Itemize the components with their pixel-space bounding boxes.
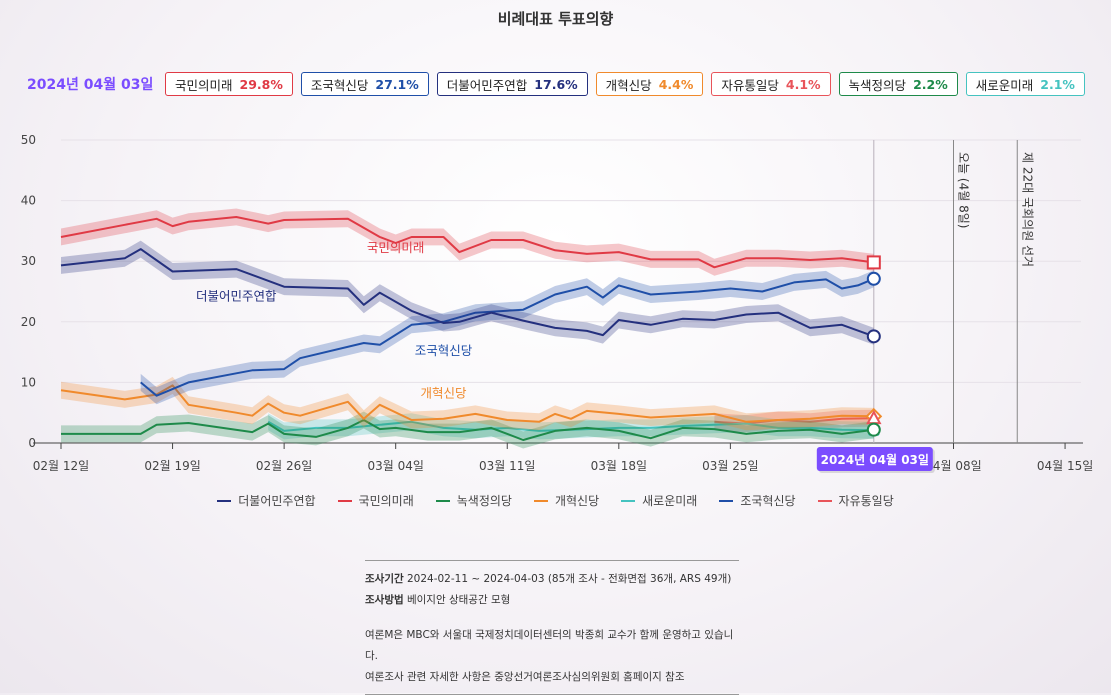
party-badge-name: 개혁신당: [605, 77, 652, 93]
end-point: [866, 271, 881, 286]
series-line: [60, 248, 875, 338]
party-badge-value: 17.6%: [534, 76, 578, 92]
series-band: [140, 270, 874, 405]
series-line: [140, 277, 875, 397]
legend-swatch: [217, 499, 232, 502]
current-date-label: 2024년 04월 03일: [27, 77, 154, 93]
event-marker-label: 오늘 (4월 8일): [957, 152, 971, 228]
legend-item[interactable]: 더불어민주연합: [217, 492, 316, 509]
legend-label: 개혁신당: [554, 494, 600, 508]
event-marker-label: 제 22대 국회의원 선거: [1020, 152, 1034, 267]
end-point: [866, 422, 881, 437]
x-tick-label: 03월 18일: [591, 459, 647, 473]
party-badge-value: 2.1%: [1040, 76, 1075, 92]
legend-item[interactable]: 녹색정의당: [435, 492, 512, 509]
party-badge: 개혁신당 4.4%: [595, 72, 704, 96]
party-badge-value: 4.4%: [658, 76, 694, 92]
party-badge-value: 4.1%: [785, 76, 821, 92]
party-badge-value: 27.1%: [375, 76, 419, 92]
y-tick-label: 20: [21, 315, 36, 329]
series-label: 더불어민주연합: [196, 289, 277, 304]
series-label: 조국혁신당: [415, 343, 473, 358]
series-line: [60, 384, 874, 423]
x-tick-label: 02월 12일: [33, 459, 89, 473]
legend-swatch: [817, 499, 832, 502]
x-tick-label: 03월 25일: [702, 459, 758, 473]
x-tick-label: 03월 04일: [367, 459, 423, 473]
series-label: 개혁신당: [420, 386, 467, 401]
party-badge-value: 2.2%: [913, 76, 948, 92]
y-tick-label: 40: [21, 194, 36, 208]
x-tick-label: 04월 15일: [1037, 459, 1093, 473]
series-band: [61, 411, 874, 449]
legend-label: 국민의미래: [358, 494, 414, 508]
chart-legend: 더불어민주연합 국민의미래 녹색정의당 개혁신당 새로운미래 조국혁신당 자유통일당: [0, 492, 1111, 509]
party-badge-name: 새로운미래: [975, 77, 1034, 93]
survey-notes: 조사기간 2024-02-11 ~ 2024-04-03 (85개 조사 - 전…: [365, 560, 739, 695]
series-line: [61, 419, 874, 441]
legend-label: 녹색정의당: [456, 494, 512, 508]
series-line: [60, 216, 874, 269]
period-label: 조사기간: [365, 573, 404, 585]
x-tick-label: 02월 19일: [144, 459, 200, 473]
party-badge-name: 자유통일당: [721, 77, 779, 93]
legend-label: 새로운미래: [642, 494, 698, 508]
legend-swatch: [533, 499, 548, 502]
party-badge: 국민의미래 29.8%: [165, 72, 293, 96]
y-tick-label: 0: [28, 436, 36, 450]
party-badge-name: 국민의미래: [175, 77, 233, 93]
end-point: [866, 329, 881, 344]
divider: [365, 560, 739, 561]
party-badge-name: 더불어민주연합: [446, 77, 528, 93]
note-line-2: 여론조사 관련 자세한 사항은 중앙선거여론조사심의위원회 홈페이지 참조: [365, 671, 685, 683]
y-tick-label: 50: [21, 133, 36, 147]
chart-title: 비례대표 투표의향: [497, 10, 614, 28]
y-tick-label: 30: [21, 254, 36, 268]
end-point: [866, 255, 881, 270]
party-badge: 더불어민주연합 17.6%: [436, 72, 588, 96]
party-badge-name: 녹색정의당: [848, 77, 907, 93]
note-line-1: 여론M은 MBC와 서울대 국제정치데이터센터의 박종희 교수가 함께 운영하고…: [365, 629, 734, 662]
y-tick-label: 10: [21, 375, 36, 389]
party-badge: 자유통일당 4.1%: [711, 72, 831, 96]
legend-item[interactable]: 국민의미래: [337, 492, 414, 509]
legend-swatch: [621, 499, 636, 502]
current-date-tooltip-text: 2024년 04월 03일: [821, 452, 929, 467]
legend-label: 자유통일당: [838, 494, 894, 508]
method-label: 조사방법: [365, 594, 404, 606]
party-badge-name: 조국혁신당: [310, 77, 369, 93]
legend-item[interactable]: 개혁신당: [533, 492, 600, 509]
legend-item[interactable]: 새로운미래: [621, 492, 697, 509]
x-tick-label: 02월 26일: [256, 459, 312, 473]
party-badges: 국민의미래 29.8% 조국혁신당 27.1% 더불어민주연합 17.6% 개혁신당 4.4%…: [165, 72, 1085, 96]
legend-item[interactable]: 조국혁신당: [719, 492, 796, 509]
period-value: 2024-02-11 ~ 2024-04-03 (85개 조사 - 전화면접 3…: [406, 573, 732, 585]
series-band: [61, 240, 874, 345]
legend-item[interactable]: 자유통일당: [817, 492, 894, 509]
legend-swatch: [719, 499, 734, 502]
current-date-tooltip: [816, 447, 933, 471]
line-chart[interactable]: 0 10 20 30 40 50 02월 12일 02월 19일 02월 26일 03월 04일 0…: [0, 0, 1111, 480]
x-tick-label: 03월 11일: [479, 459, 535, 473]
legend-swatch: [435, 499, 450, 502]
series-label: 국민의미래: [367, 240, 425, 255]
party-badge: 조국혁신당 27.1%: [300, 72, 429, 96]
party-badge: 녹색정의당 2.2%: [838, 72, 958, 96]
legend-swatch: [337, 499, 352, 502]
party-badge: 새로운미래 2.1%: [965, 72, 1085, 96]
legend-label: 더불어민주연합: [238, 494, 316, 508]
party-badge-value: 29.8%: [239, 76, 283, 92]
x-tick-label: 04월 08일: [925, 459, 981, 473]
legend-label: 조국혁신당: [740, 494, 796, 508]
method-value: 베이지안 상태공간 모형: [406, 594, 511, 606]
